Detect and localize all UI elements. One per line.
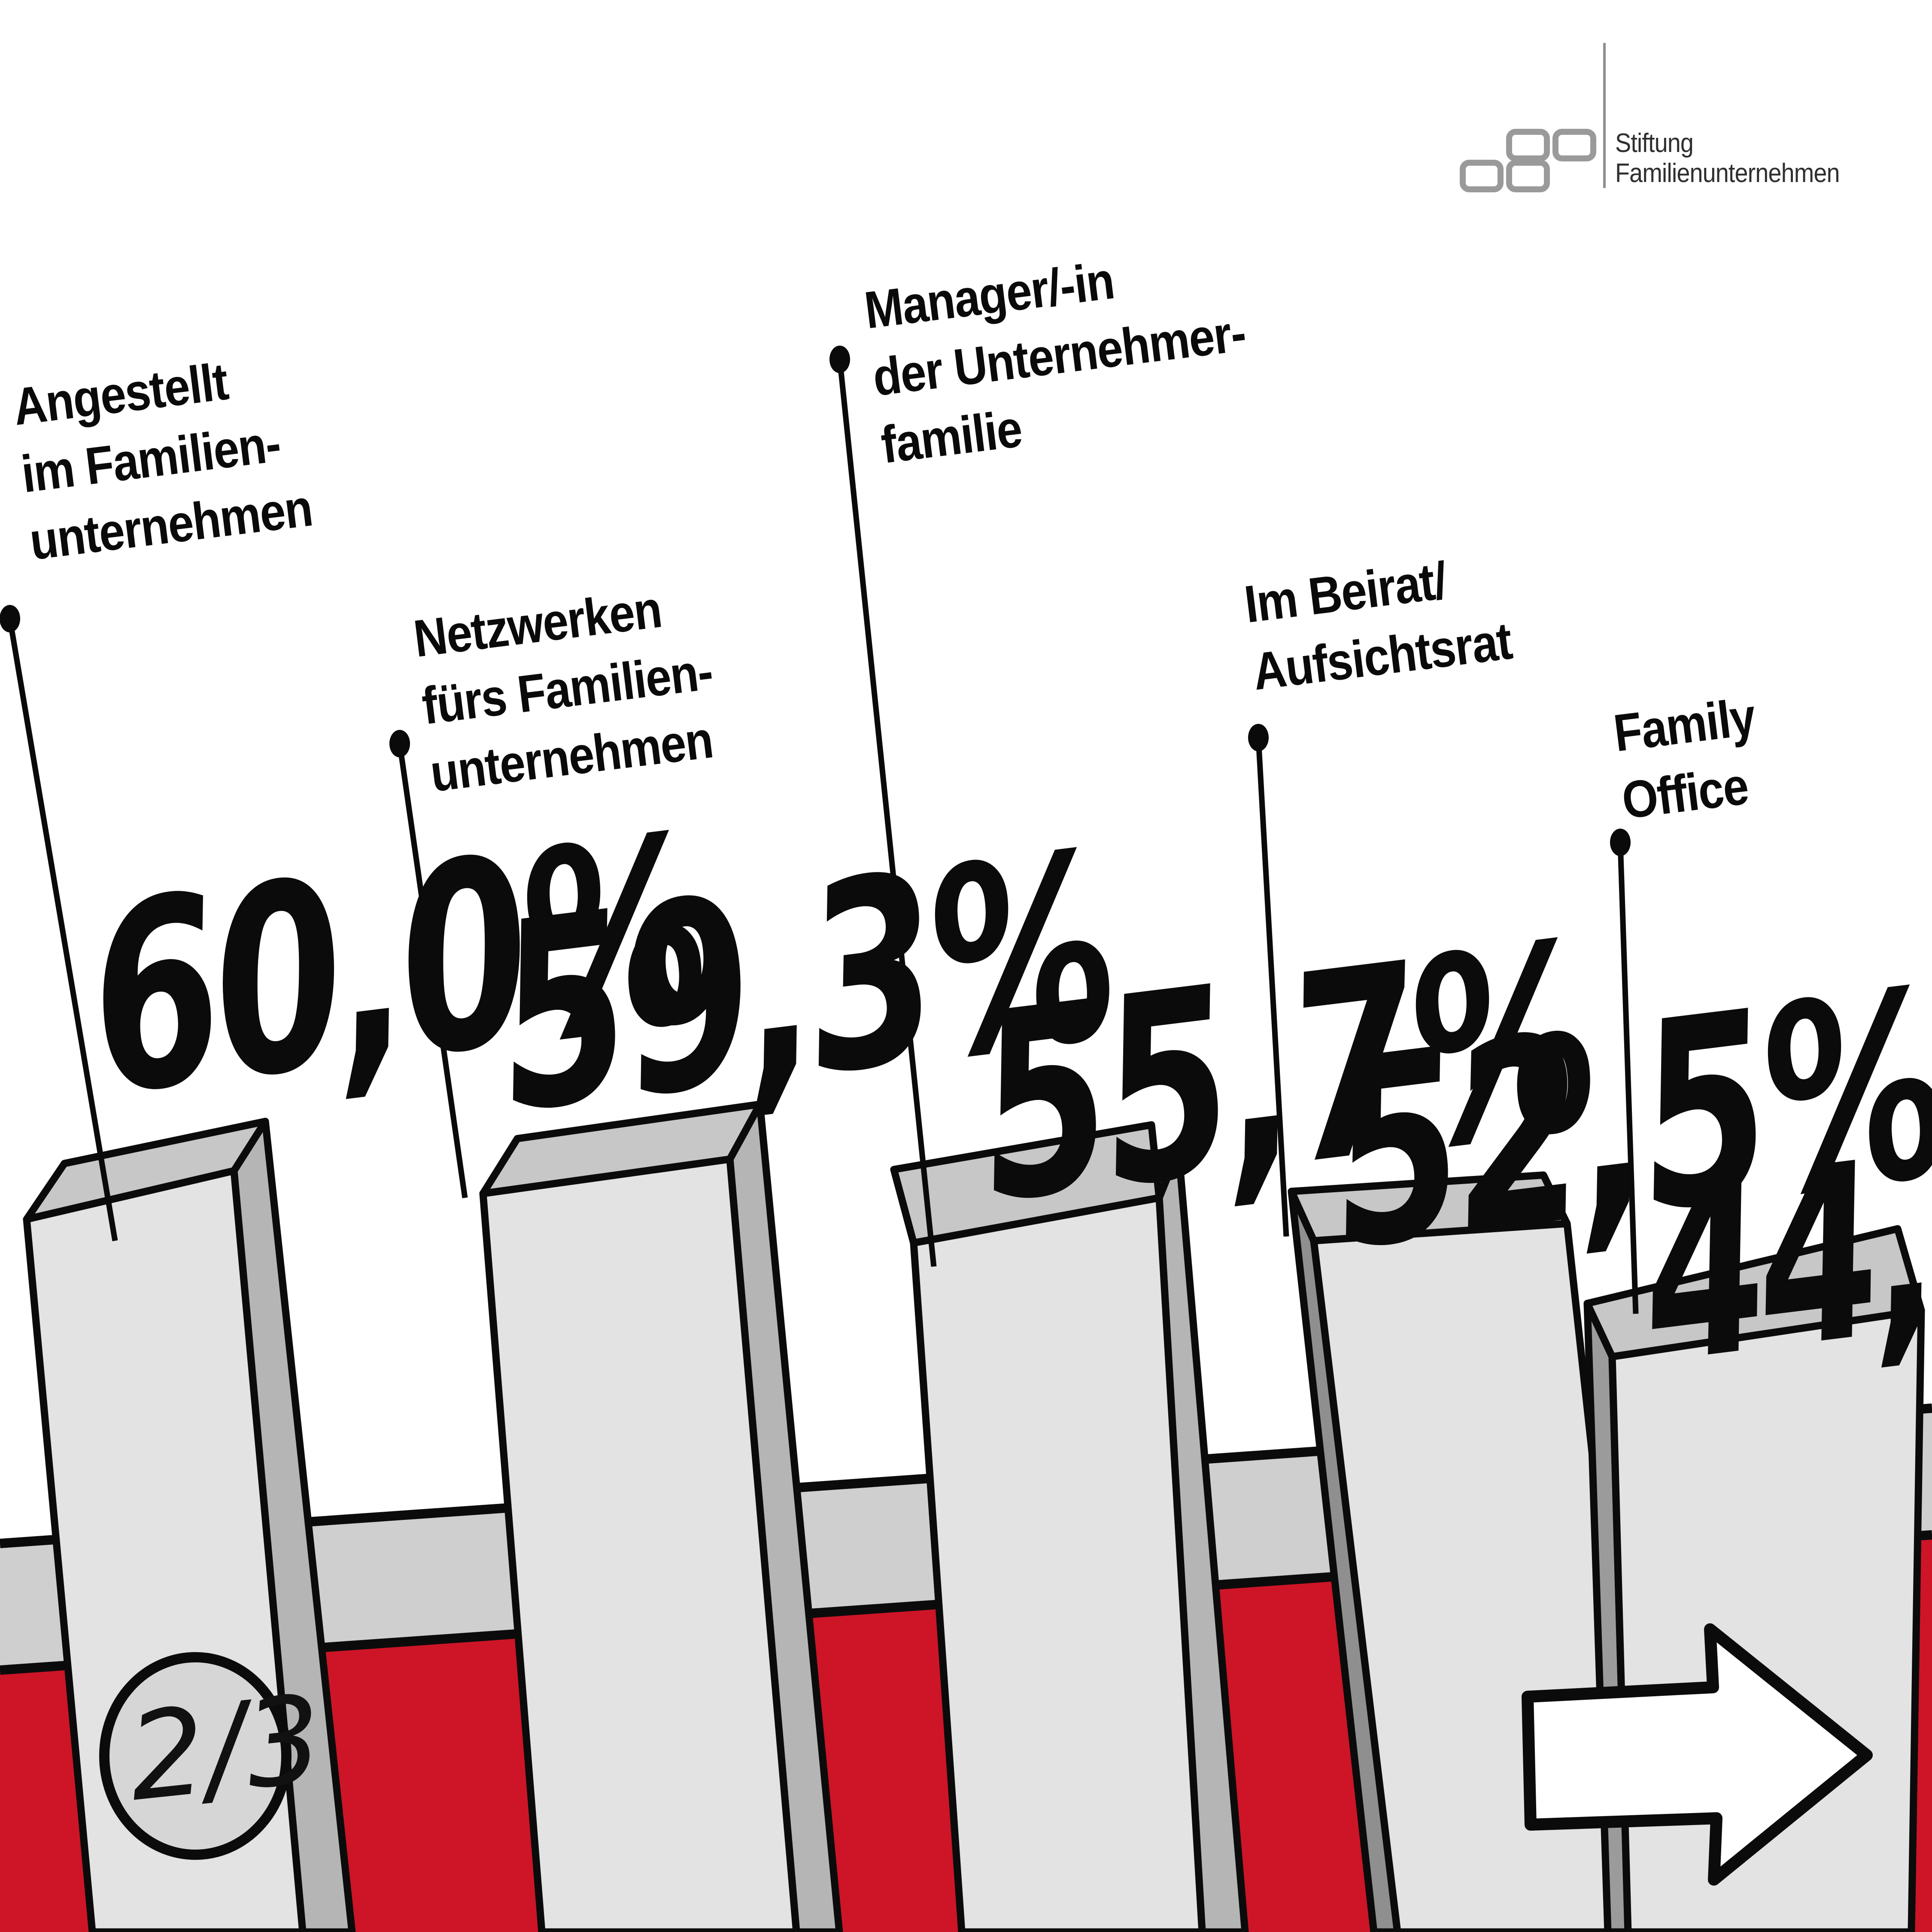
- label-family-office: Family Office: [1610, 683, 1767, 835]
- brand-name-line1: Stiftung: [1615, 128, 1694, 158]
- callout-line-1: [7, 618, 118, 1242]
- callout-dot-icon: [1610, 829, 1631, 856]
- callout-dot-icon: [1248, 724, 1269, 751]
- fraction-badge-value: 2/3: [122, 1669, 329, 1829]
- bar-manager: [890, 1121, 1249, 1932]
- bar2-front-face: [479, 1155, 800, 1932]
- bar-netzwerken: [479, 1100, 843, 1932]
- callout-dot-icon: [829, 346, 850, 373]
- logo-squares-icon: [1506, 160, 1550, 192]
- brand-name-line2: Familienunternehmen: [1615, 158, 1840, 188]
- callout-lines: [7, 359, 1639, 1314]
- bar3-front-face: [910, 1194, 1206, 1932]
- callout-dot-icon: [389, 730, 410, 757]
- callout-line-5: [1617, 842, 1639, 1314]
- logo-squares-icon: [1506, 129, 1550, 161]
- logo-squares-icon: [1460, 160, 1504, 192]
- label-angestellt: Angestellt im Familien- unternehmen: [9, 339, 316, 575]
- callout-dot-icon: [0, 605, 20, 632]
- logo-squares-icon: [1552, 129, 1596, 161]
- callout-dots: [0, 346, 1631, 856]
- value-family-office: 44,8%: [1629, 1070, 1932, 1418]
- arrow-right-icon: [1522, 1623, 1873, 1886]
- callout-line-3: [837, 359, 937, 1267]
- label-netzwerken: Netzwerken fürs Familien- unternehmen: [410, 570, 724, 807]
- callout-line-2: [397, 743, 468, 1198]
- fraction-badge-circle: [99, 1652, 292, 1860]
- callout-line-4: [1255, 737, 1289, 1237]
- logo-divider-line: [1603, 43, 1606, 188]
